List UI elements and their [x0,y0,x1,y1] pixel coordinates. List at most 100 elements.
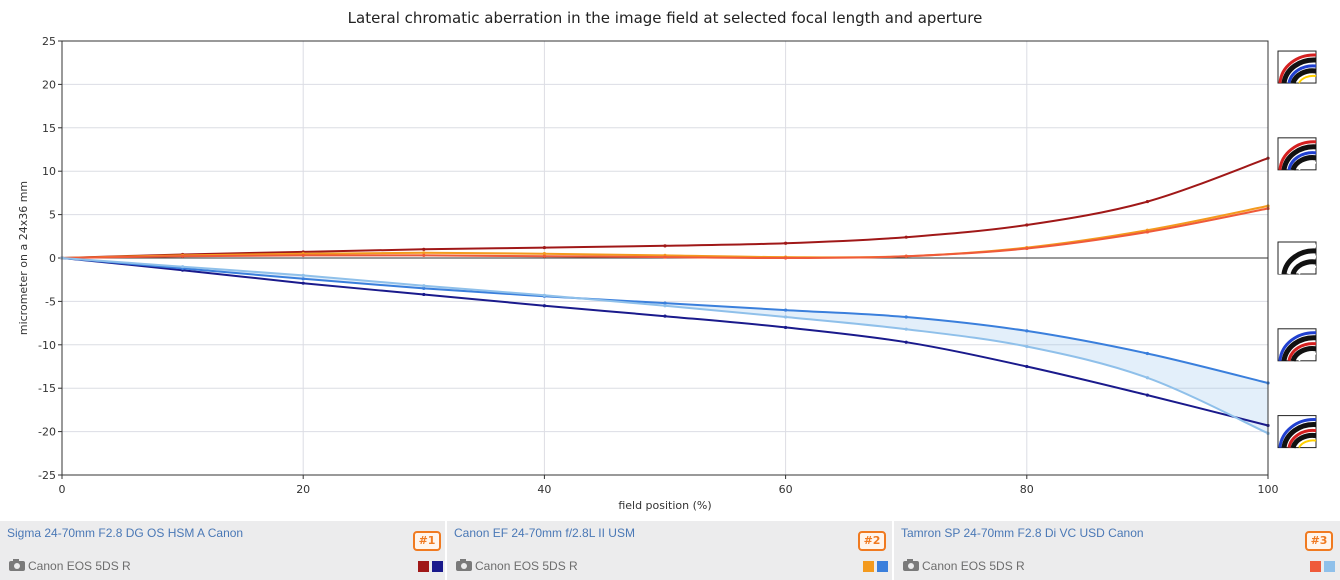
data-point [904,340,908,344]
data-point [542,304,547,308]
data-point [1025,223,1029,227]
legend-camera-name: Canon EOS 5DS R [475,559,578,573]
legend-swatch-b [877,561,888,572]
data-point [904,327,908,331]
fringe-arc-outer [1278,244,1317,275]
fringe-arc-inner [1287,428,1317,448]
x-tick-label: 20 [296,483,310,496]
fringe-arc-inner [1287,342,1317,362]
fringe-arc-inner [1287,64,1317,84]
fringe-arc-outer [1278,331,1317,361]
y-tick-label: 20 [42,78,56,91]
data-point [301,277,305,281]
camera-icon [456,559,472,571]
fringe-arc-core [1290,68,1317,84]
data-point [784,256,788,260]
data-point [784,315,788,319]
legend-swatch-a [418,561,429,572]
series-lines [60,156,1270,435]
fill-band-blue [62,258,1268,434]
legend-swatch-a [863,561,874,572]
data-point [784,308,788,312]
chart-area: Lateral chromatic aberration in the imag… [17,9,1317,512]
fringe-arc-edge [1298,265,1317,275]
chromatic-fringe-icon [1277,328,1317,362]
data-point [542,245,547,250]
fringe-arc-main [1281,248,1317,275]
side-icons [1277,50,1317,449]
fringe-arc-edge [1298,352,1317,362]
data-point [1025,364,1029,369]
legend-camera-name: Canon EOS 5DS R [28,559,131,573]
y-tick-label: 15 [42,122,56,135]
fringe-arc-core [1290,346,1317,362]
legend-badge: #2 [858,531,886,551]
fringe-arc-outer [1278,418,1317,448]
legend-card-1[interactable]: Sigma 24-70mm F2.8 DG OS HSM A Canon #1 … [0,521,447,580]
grid [62,41,1268,475]
fringe-arc-outer [1278,53,1317,84]
legend-card-3[interactable]: Tamron SP 24-70mm F2.8 Di VC USD Canon #… [894,521,1340,580]
data-point [904,315,908,319]
data-point [663,304,667,308]
data-point [1145,393,1149,397]
data-point [542,252,547,256]
data-point [301,253,305,257]
y-tick-label: -25 [38,469,56,482]
legend-lens-name[interactable]: Tamron SP 24-70mm F2.8 Di VC USD Canon [901,526,1144,540]
legend-lens-name[interactable]: Sigma 24-70mm F2.8 DG OS HSM A Canon [7,526,244,540]
x-tick-label: 100 [1258,483,1279,496]
data-point [422,247,426,251]
data-point [784,241,788,245]
chromatic-fringe-icon [1277,137,1317,171]
fringe-arc-core [1290,259,1317,275]
legend-badge: #1 [413,531,441,551]
data-point [904,254,908,258]
fringe-arc-outer [1278,140,1317,171]
legend-card-2[interactable]: Canon EF 24-70mm f/2.8L II USM #2 Canon … [447,521,894,580]
data-point [181,254,185,258]
data-point [904,235,908,239]
x-axis-label: field position (%) [618,499,711,512]
legend-camera-name: Canon EOS 5DS R [922,559,1025,573]
data-point [181,265,185,269]
fringe-arc-main [1281,144,1317,171]
data-point [542,254,547,258]
x-tick-label: 40 [537,483,551,496]
data-point [1025,329,1029,333]
data-point [663,314,667,318]
y-axis-ticks: -25 -20 -15 -10 -5 0 5 10 15 20 25 [38,35,62,482]
series-line-3 [61,204,1269,259]
plot-frame [61,40,1269,476]
fringe-arc-edge [1298,161,1317,171]
chart-svg: Lateral chromatic aberration in the imag… [17,9,1317,512]
y-tick-label: 0 [49,252,56,265]
data-point [1145,199,1149,204]
fill-band-orange [62,205,1268,259]
data-point [1145,376,1149,380]
y-axis-label: micrometer on a 24x36 mm [17,181,30,335]
y-tick-label: -20 [38,426,56,439]
data-point [663,301,667,305]
data-point [1025,246,1029,251]
x-axis-ticks: 0 20 40 60 80 100 [59,475,1279,496]
legend-swatch-a [1310,561,1321,572]
fringe-arc-edge [1298,439,1317,449]
data-point [301,273,305,277]
chromatic-fringe-icon [1277,50,1317,84]
legend-badge: #3 [1305,531,1333,551]
data-point [422,292,426,297]
data-point [663,244,667,248]
x-tick-label: 0 [59,483,66,496]
camera-icon [903,559,919,571]
camera-icon [9,559,25,571]
fringe-arc-main [1281,57,1317,84]
data-point [784,325,788,330]
fringe-arc-main [1281,335,1317,362]
y-tick-label: -15 [38,382,56,395]
legend-lens-name[interactable]: Canon EF 24-70mm f/2.8L II USM [454,526,635,540]
y-tick-label: 10 [42,165,56,178]
fringe-arc-inner [1287,255,1317,275]
fringe-arc-edge [1298,74,1317,84]
legend-swatch-b [432,561,443,572]
